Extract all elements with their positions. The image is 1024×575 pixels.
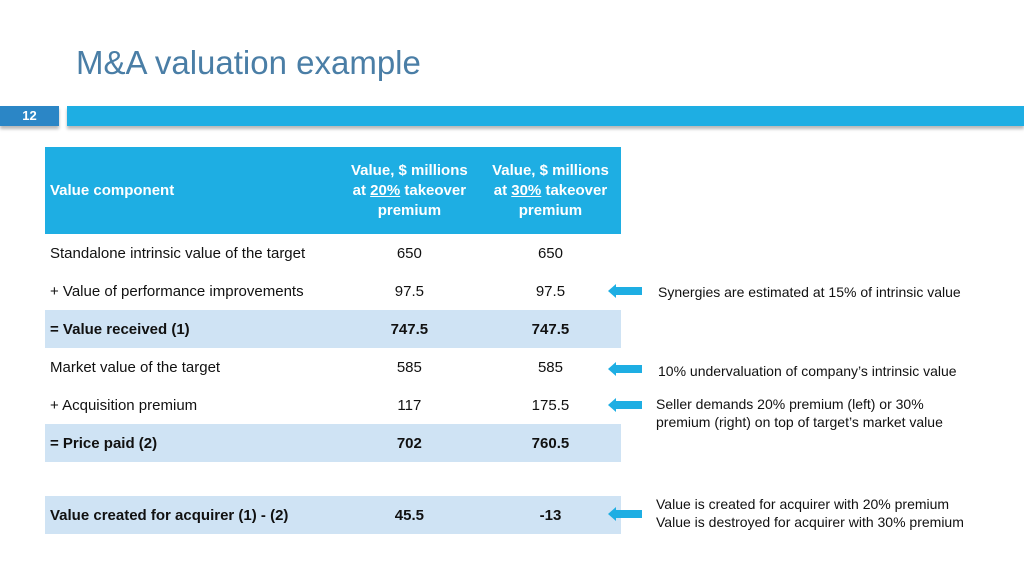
row-value-30: 97.5 xyxy=(535,282,566,300)
note-premium-line2: premium (right) on top of target’s marke… xyxy=(656,414,943,430)
slide-number: 12 xyxy=(0,106,59,126)
row-value-30: 760.5 xyxy=(479,424,621,462)
title-bar: 12 xyxy=(0,106,1024,132)
header-pct-20: 20% xyxy=(370,181,401,199)
row-value-30: 175.5 xyxy=(531,396,570,414)
note-created-line2: Value is destroyed for acquirer with 30%… xyxy=(656,514,964,530)
left-arrow-icon xyxy=(608,362,642,376)
header-col-20-line1: Value, $ millions xyxy=(351,161,468,179)
table-row-total: Value created for acquirer (1) - (2) 45.… xyxy=(45,496,621,534)
table-spacer-row xyxy=(45,462,621,496)
title-bar-stripe xyxy=(67,106,1024,126)
left-arrow-icon xyxy=(608,398,642,412)
header-col-20-line3: premium xyxy=(377,201,442,219)
row-value-20: 702 xyxy=(338,424,480,462)
table-row-subtotal: = Value received (1) 747.5 747.5 xyxy=(45,310,621,348)
row-label: = Price paid (2) xyxy=(45,424,339,462)
row-value-20: 97.5 xyxy=(394,282,424,300)
row-value-30: 585 xyxy=(537,358,563,376)
row-value-30: 650 xyxy=(537,244,563,262)
note-synergies: Synergies are estimated at 15% of intrin… xyxy=(658,284,961,300)
header-col-20: Value, $ millions at 20% takeover premiu… xyxy=(338,147,480,234)
row-value-20: 747.5 xyxy=(338,310,480,348)
row-value-20: 585 xyxy=(396,358,422,376)
header-col-20-line2: at 20% takeover xyxy=(344,181,475,201)
header-at: at xyxy=(493,181,508,199)
note-premium: Seller demands 20% premium (left) or 30%… xyxy=(656,395,943,431)
row-label: Value created for acquirer (1) - (2) xyxy=(45,496,339,534)
table-row: Market value of the target 585 585 xyxy=(45,348,621,386)
row-label: + Value of performance improvements xyxy=(50,282,304,300)
header-takeover: takeover xyxy=(545,181,608,199)
header-col-30-line1: Value, $ millions xyxy=(492,161,609,179)
valuation-table: Value component Value, $ millions at 20%… xyxy=(45,147,621,534)
row-value-30: -13 xyxy=(479,496,621,534)
note-value-created: Value is created for acquirer with 20% p… xyxy=(656,495,964,531)
table-header-row: Value component Value, $ millions at 20%… xyxy=(45,147,621,234)
note-undervaluation: 10% undervaluation of company’s intrinsi… xyxy=(658,363,957,379)
header-pct-30: 30% xyxy=(511,181,542,199)
spacer-cell xyxy=(45,462,621,496)
header-col-30-line2: at 30% takeover xyxy=(485,181,616,201)
header-col-30: Value, $ millions at 30% takeover premiu… xyxy=(479,147,621,234)
header-at: at xyxy=(352,181,366,199)
note-premium-line1: Seller demands 20% premium (left) or 30% xyxy=(656,396,924,412)
row-value-20: 45.5 xyxy=(338,496,480,534)
left-arrow-icon xyxy=(608,284,642,298)
header-value-component: Value component xyxy=(45,147,339,234)
row-value-30: 747.5 xyxy=(479,310,621,348)
row-label: + Acquisition premium xyxy=(50,396,198,414)
row-label: Standalone intrinsic value of the target xyxy=(50,244,306,262)
row-value-20: 650 xyxy=(396,244,422,262)
row-value-20: 117 xyxy=(397,396,422,414)
header-takeover: takeover xyxy=(404,181,467,199)
slide-title: M&A valuation example xyxy=(76,44,421,81)
row-label: Market value of the target xyxy=(50,358,221,376)
note-created-line1: Value is created for acquirer with 20% p… xyxy=(656,496,950,512)
header-col-30-line3: premium xyxy=(518,201,583,219)
table-row: + Acquisition premium 117 175.5 xyxy=(45,386,621,424)
table-row: + Value of performance improvements 97.5… xyxy=(45,272,621,310)
row-label: = Value received (1) xyxy=(45,310,339,348)
table-row: Standalone intrinsic value of the target… xyxy=(45,234,621,272)
table-row-subtotal: = Price paid (2) 702 760.5 xyxy=(45,424,621,462)
left-arrow-icon xyxy=(608,507,642,521)
